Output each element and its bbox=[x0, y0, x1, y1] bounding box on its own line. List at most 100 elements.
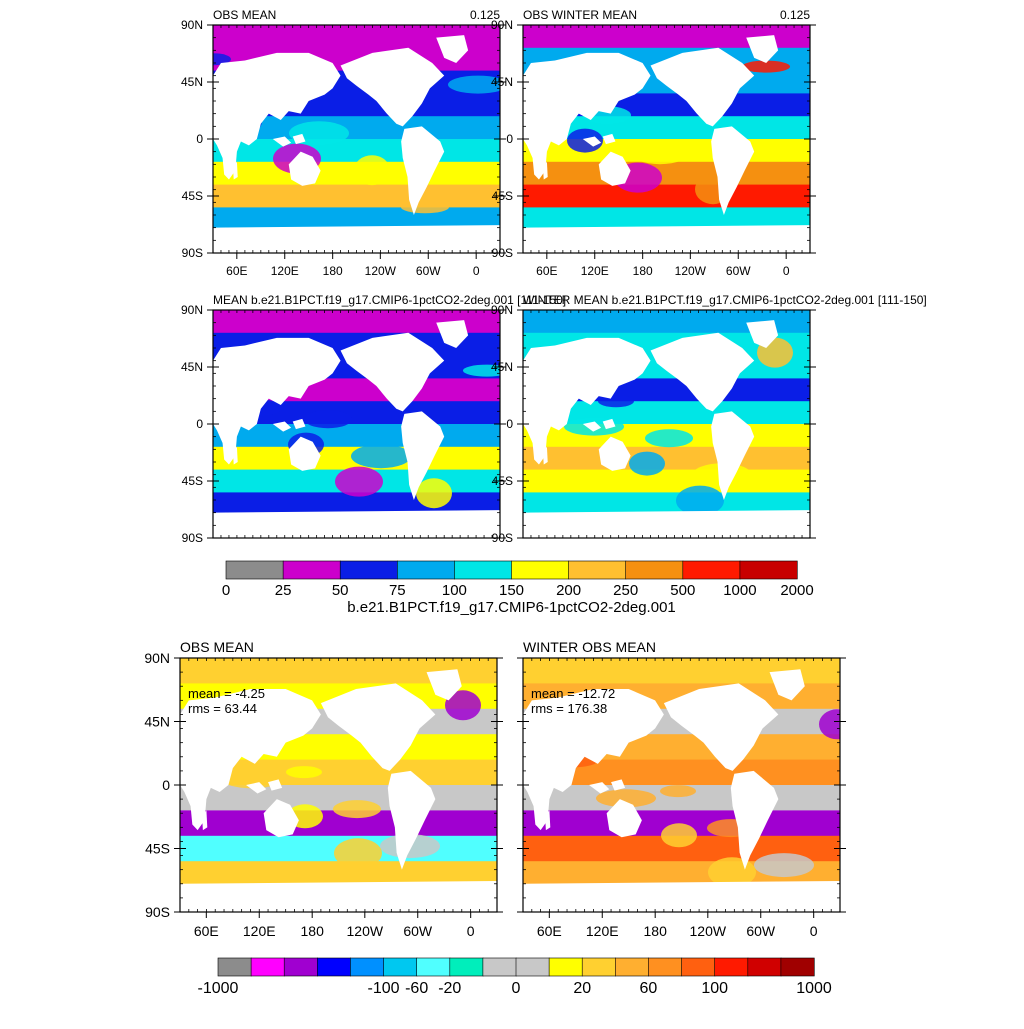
map-panel-5: OBS MEAN 90N 45N 0 45S 90S 60E 120E 180 120W 60W 0 m… bbox=[144, 639, 503, 939]
lat-tick-label: 90N bbox=[181, 303, 203, 317]
colorbar-swatch bbox=[681, 957, 716, 977]
colorbar-label: 50 bbox=[332, 582, 349, 599]
colorbar-label: 2000 bbox=[780, 582, 813, 599]
colorbar-swatch bbox=[780, 957, 815, 977]
field-blob bbox=[676, 485, 724, 516]
colorbar-swatch bbox=[283, 957, 318, 977]
lat-tick-label: 45N bbox=[181, 360, 203, 374]
lon-tick-label: 60W bbox=[403, 923, 433, 939]
field-blob bbox=[354, 155, 390, 186]
field-blob bbox=[754, 853, 814, 878]
field-band bbox=[523, 161, 810, 186]
colorbar-caption: b.e21.B1PCT.f19_g17.CMIP6-1pctCO2-2deg.0… bbox=[347, 599, 676, 616]
field-band bbox=[213, 139, 500, 163]
field-blob bbox=[819, 709, 840, 740]
field-band bbox=[213, 310, 500, 334]
lon-tick-label: 60W bbox=[416, 264, 441, 278]
field-blob bbox=[416, 478, 452, 509]
colorbar-swatch bbox=[581, 957, 616, 977]
field-blob bbox=[630, 140, 690, 165]
field-blob bbox=[463, 364, 500, 377]
lat-tick-label: 0 bbox=[506, 132, 513, 146]
lat-tick-label: 90S bbox=[492, 246, 513, 260]
lon-tick-label: 120W bbox=[675, 264, 707, 278]
panel-title: OBS MEAN bbox=[180, 639, 254, 655]
lat-tick-label: 45S bbox=[492, 474, 513, 488]
panel-title: WINTER MEAN b.e21.B1PCT.f19_g17.CMIP6-1p… bbox=[523, 293, 927, 307]
lat-tick-label: 0 bbox=[162, 777, 170, 793]
lon-tick-label: 60E bbox=[537, 923, 562, 939]
colorbar-label: 20 bbox=[573, 980, 591, 997]
ocean-field bbox=[213, 25, 500, 253]
colorbar-label: -20 bbox=[438, 980, 461, 997]
colorbar-label: -60 bbox=[405, 980, 428, 997]
lat-tick-label: 0 bbox=[196, 132, 203, 146]
field-blob bbox=[596, 789, 656, 808]
lon-tick-label: 60E bbox=[536, 264, 557, 278]
panel-title: MEAN b.e21.B1PCT.f19_g17.CMIP6-1pctCO2-2… bbox=[213, 293, 566, 307]
stat-mean: mean = -4.25 bbox=[188, 686, 265, 701]
lon-tick-label: 0 bbox=[783, 264, 790, 278]
colorbar-swatch bbox=[383, 957, 418, 977]
lat-tick-label: 45S bbox=[182, 474, 203, 488]
map-panel-1: OBS MEAN 0.125 90N 45N 0 45S 90S 60E 120E 180 120W… bbox=[181, 8, 506, 278]
lon-tick-label: 120E bbox=[243, 923, 276, 939]
colorbar-swatch bbox=[396, 560, 455, 580]
panel-title: OBS MEAN bbox=[213, 8, 276, 22]
colorbar-swatch bbox=[217, 957, 252, 977]
ocean-field bbox=[213, 310, 500, 538]
colorbar-swatch bbox=[282, 560, 341, 580]
colorbar-swatch bbox=[625, 560, 684, 580]
colorbar-swatch bbox=[339, 560, 398, 580]
colorbar-label: 100 bbox=[701, 980, 728, 997]
lon-tick-label: 120E bbox=[581, 264, 609, 278]
colorbar-swatch bbox=[648, 957, 683, 977]
lon-tick-label: 120W bbox=[347, 923, 384, 939]
colorbar-swatch bbox=[482, 957, 517, 977]
lon-tick-label: 180 bbox=[301, 923, 325, 939]
lon-tick-label: 180 bbox=[644, 923, 668, 939]
lat-tick-label: 90S bbox=[182, 531, 203, 545]
colorbar-label: 25 bbox=[275, 582, 292, 599]
colorbar-label: 0 bbox=[512, 980, 521, 997]
stat-rms: rms = 176.38 bbox=[531, 701, 607, 716]
colorbar-label: 150 bbox=[499, 582, 524, 599]
field-band bbox=[523, 469, 810, 493]
lat-tick-label: 45N bbox=[144, 713, 170, 729]
lon-tick-label: 180 bbox=[633, 264, 653, 278]
ocean-field bbox=[523, 658, 840, 912]
lat-tick-label: 90N bbox=[144, 650, 170, 666]
lon-tick-label: 0 bbox=[467, 923, 475, 939]
lon-tick-label: 120E bbox=[586, 923, 619, 939]
colorbar-label: 0 bbox=[222, 582, 230, 599]
lat-tick-label: 45S bbox=[492, 189, 513, 203]
colorbar-swatch bbox=[250, 957, 285, 977]
lat-tick-label: 45S bbox=[182, 189, 203, 203]
colorbar-swatch bbox=[350, 957, 385, 977]
map-panel-3: MEAN b.e21.B1PCT.f19_g17.CMIP6-1pctCO2-2… bbox=[181, 293, 566, 545]
lat-tick-label: 90S bbox=[492, 531, 513, 545]
lat-tick-label: 45N bbox=[491, 360, 513, 374]
panel-right-label: 0.125 bbox=[780, 8, 810, 22]
lon-tick-label: 60E bbox=[226, 264, 247, 278]
colorbar-swatch bbox=[682, 560, 741, 580]
colorbar-swatch bbox=[511, 560, 570, 580]
colorbar-label: 500 bbox=[670, 582, 695, 599]
field-band bbox=[523, 310, 810, 334]
colorbar-top: 0 25 50 75 100 150 200 250 500 1000 2000 b.e21.B1PC… bbox=[222, 560, 814, 616]
field-band bbox=[213, 25, 500, 49]
colorbar-swatch bbox=[449, 957, 484, 977]
lon-tick-label: 180 bbox=[323, 264, 343, 278]
colorbar-swatch bbox=[225, 560, 284, 580]
field-blob bbox=[335, 466, 383, 497]
colorbar-label: 75 bbox=[389, 582, 406, 599]
lat-tick-label: 45N bbox=[181, 75, 203, 89]
ocean-field bbox=[523, 310, 810, 538]
colorbar-label: 1000 bbox=[723, 582, 756, 599]
field-blob bbox=[333, 800, 381, 819]
field-band bbox=[213, 184, 500, 208]
colorbar-label: 60 bbox=[640, 980, 658, 997]
lat-tick-label: 90S bbox=[145, 904, 170, 920]
field-band bbox=[213, 207, 500, 231]
